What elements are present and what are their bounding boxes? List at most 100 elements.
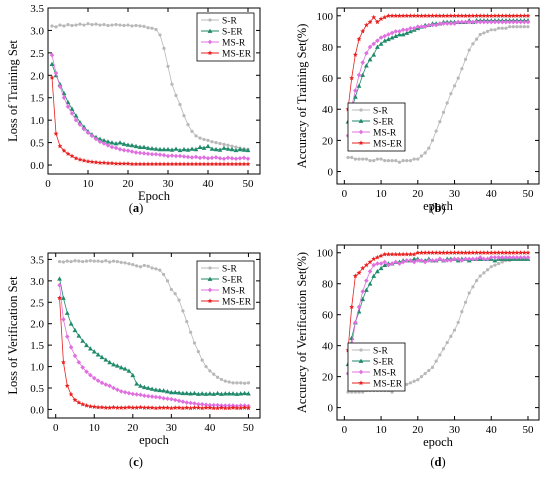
data-point xyxy=(467,291,471,295)
data-point xyxy=(515,25,519,29)
data-point xyxy=(208,369,212,373)
legend-label: MS-R xyxy=(222,287,246,297)
data-point xyxy=(241,155,247,161)
data-point xyxy=(477,255,483,260)
data-point xyxy=(411,256,417,261)
data-point xyxy=(427,146,431,150)
data-point xyxy=(106,23,110,28)
data-point xyxy=(72,327,78,333)
data-point xyxy=(131,262,135,267)
legend-marker xyxy=(208,18,212,22)
data-point xyxy=(507,255,512,260)
data-point xyxy=(141,161,147,167)
series-s-r xyxy=(346,25,530,164)
data-point xyxy=(411,251,417,257)
data-point xyxy=(386,36,391,42)
data-point xyxy=(126,23,130,27)
data-point xyxy=(449,92,453,96)
data-point xyxy=(378,261,384,266)
data-point xyxy=(360,289,366,294)
data-point xyxy=(172,405,178,410)
data-point xyxy=(412,379,416,383)
panel-caption: (c) xyxy=(129,455,143,469)
data-point xyxy=(114,23,118,27)
data-point xyxy=(499,250,505,255)
data-point xyxy=(214,140,218,145)
data-point xyxy=(113,141,119,146)
data-point xyxy=(363,287,369,292)
y-tick-label: 0.0 xyxy=(30,404,44,416)
data-point xyxy=(101,137,107,143)
data-point xyxy=(386,32,391,37)
data-point xyxy=(357,157,361,161)
y-tick-label: 20 xyxy=(322,372,334,384)
data-point xyxy=(153,387,159,392)
data-point xyxy=(126,390,132,396)
data-point xyxy=(209,161,215,167)
data-point xyxy=(68,321,74,326)
data-point xyxy=(91,349,97,354)
legend-marker xyxy=(207,287,213,293)
panel-caption: (a) xyxy=(129,201,144,215)
data-point xyxy=(180,405,186,411)
data-point xyxy=(375,157,379,161)
y-tick-label: 1.0 xyxy=(30,115,44,127)
data-point xyxy=(444,250,450,255)
data-point xyxy=(158,33,162,37)
data-point xyxy=(134,392,139,397)
data-point xyxy=(452,250,457,255)
data-point xyxy=(441,250,446,255)
panel-a: 0 10 20 30 40 50 0.0 0.5 1.0 1.5 2.0 2.5 3.0 3.5 Epoch… xyxy=(6,3,261,215)
data-point xyxy=(367,281,373,286)
data-point xyxy=(375,268,380,274)
data-point xyxy=(153,161,159,167)
data-point xyxy=(126,368,132,373)
data-point xyxy=(165,161,171,167)
data-point xyxy=(96,259,100,263)
data-point xyxy=(117,140,123,145)
data-point xyxy=(130,24,134,28)
data-point xyxy=(165,146,171,152)
data-point xyxy=(396,251,402,257)
y-tick-label: 0.5 xyxy=(30,138,44,150)
data-point xyxy=(430,365,435,369)
data-point xyxy=(129,149,135,154)
data-point xyxy=(73,259,77,263)
data-point xyxy=(76,399,82,405)
data-point xyxy=(356,83,362,88)
x-axis-title: epoch xyxy=(139,433,170,447)
x-tick-label: 0 xyxy=(342,424,348,436)
data-point xyxy=(489,265,493,269)
data-point xyxy=(217,161,223,167)
data-point xyxy=(378,265,384,271)
data-point xyxy=(500,26,504,30)
data-point xyxy=(221,145,227,150)
data-point xyxy=(125,148,131,153)
data-point xyxy=(478,32,482,37)
data-point xyxy=(122,23,126,28)
data-point xyxy=(430,258,435,263)
data-point xyxy=(396,13,402,18)
legend-marker xyxy=(358,118,364,123)
data-point xyxy=(201,155,207,160)
data-point xyxy=(97,139,103,144)
data-point xyxy=(141,384,147,390)
data-point xyxy=(441,110,446,114)
x-tick-label: 20 xyxy=(123,178,135,190)
data-point xyxy=(101,160,107,165)
data-point xyxy=(121,161,127,166)
data-point xyxy=(170,82,174,86)
legend-label: MS-R xyxy=(373,369,397,379)
data-point xyxy=(107,383,112,389)
data-point xyxy=(111,385,116,391)
data-point xyxy=(61,148,67,153)
data-point xyxy=(65,259,69,263)
data-point xyxy=(92,259,96,263)
data-point xyxy=(445,340,449,345)
data-point xyxy=(149,386,155,391)
legend-marker xyxy=(207,50,213,56)
data-point xyxy=(389,30,395,36)
data-point xyxy=(99,380,105,386)
data-point xyxy=(470,19,476,25)
data-point xyxy=(352,94,358,99)
